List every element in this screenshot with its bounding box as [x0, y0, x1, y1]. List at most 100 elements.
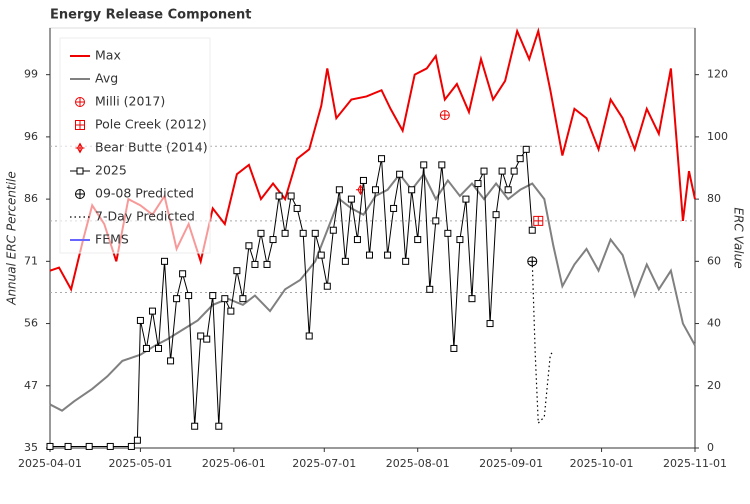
marker	[281, 229, 289, 237]
marker	[474, 180, 482, 188]
series-line	[50, 147, 533, 447]
y2-tick-label: 120	[707, 68, 728, 81]
x-tick-label: 2025-10-01	[570, 457, 634, 470]
marker	[438, 161, 446, 169]
x-tick-label: 2025-04-01	[18, 457, 82, 470]
y-tick-label: 86	[24, 192, 38, 205]
y2-tick-label: 100	[707, 130, 728, 143]
marker	[245, 242, 253, 250]
marker	[167, 357, 175, 365]
y-tick-label: 47	[24, 379, 38, 392]
y2-tick-label: 60	[707, 254, 721, 267]
marker	[269, 236, 277, 244]
marker	[390, 204, 398, 212]
marker	[305, 332, 313, 340]
marker	[85, 442, 93, 450]
y2-tick-label: 80	[707, 192, 721, 205]
x-tick-label: 2025-05-01	[108, 457, 172, 470]
marker	[402, 257, 410, 265]
marker	[329, 226, 337, 234]
marker	[76, 167, 84, 175]
marker	[420, 161, 428, 169]
marker	[396, 170, 404, 178]
legend-label: 09-08 Predicted	[95, 186, 194, 201]
marker	[75, 142, 85, 154]
marker	[142, 344, 150, 352]
y2-axis-label: ERC Value	[732, 207, 746, 268]
marker	[263, 260, 271, 268]
marker	[414, 236, 422, 244]
marker	[75, 120, 85, 130]
marker	[510, 167, 518, 175]
x-tick-label: 2025-06-01	[202, 457, 266, 470]
marker	[426, 285, 434, 293]
marker	[257, 229, 265, 237]
marker	[528, 226, 536, 234]
marker	[480, 167, 488, 175]
marker	[133, 436, 141, 444]
marker	[136, 316, 144, 324]
y-tick-label: 99	[24, 68, 38, 81]
marker	[365, 251, 373, 259]
marker	[127, 442, 135, 450]
marker	[275, 192, 283, 200]
legend-label: Avg	[95, 71, 118, 86]
series-line	[531, 261, 554, 425]
marker	[191, 422, 199, 430]
marker	[155, 344, 163, 352]
marker	[287, 192, 295, 200]
legend-label: 7-Day Predicted	[95, 209, 195, 224]
marker	[439, 110, 450, 121]
marker	[323, 282, 331, 290]
legend-label: Milli (2017)	[95, 94, 165, 109]
marker	[504, 186, 512, 194]
marker	[450, 344, 458, 352]
legend-label: Pole Creek (2012)	[95, 117, 207, 132]
marker	[173, 295, 181, 303]
marker	[46, 442, 54, 450]
y-tick-label: 71	[24, 254, 38, 267]
marker	[185, 292, 193, 300]
chart-title: Energy Release Component	[50, 8, 251, 23]
marker	[197, 332, 205, 340]
marker	[311, 229, 319, 237]
marker	[179, 270, 187, 278]
marker	[75, 189, 85, 199]
marker	[462, 195, 470, 203]
marker	[486, 320, 494, 328]
marker	[347, 195, 355, 203]
y2-tick-label: 40	[707, 317, 721, 330]
marker	[299, 229, 307, 237]
y-tick-label: 56	[24, 317, 38, 330]
marker	[408, 186, 416, 194]
marker	[106, 442, 114, 450]
marker	[492, 211, 500, 219]
marker	[148, 307, 156, 315]
marker	[498, 167, 506, 175]
marker	[317, 251, 325, 259]
x-tick-label: 2025-11-01	[663, 457, 727, 470]
marker	[384, 251, 392, 259]
legend-label: 2025	[95, 163, 127, 178]
y2-tick-label: 20	[707, 379, 721, 392]
marker	[221, 295, 229, 303]
marker	[251, 260, 259, 268]
marker	[215, 422, 223, 430]
marker	[239, 295, 247, 303]
marker	[522, 145, 530, 153]
marker	[468, 295, 476, 303]
marker	[227, 307, 235, 315]
marker	[75, 97, 85, 107]
x-tick-label: 2025-09-01	[479, 457, 543, 470]
marker	[233, 267, 241, 275]
marker	[432, 217, 440, 225]
marker	[533, 215, 544, 226]
marker	[335, 186, 343, 194]
marker	[359, 176, 367, 184]
legend: Max Avg Milli (2017) Pole Creek (2012) Bear …	[59, 37, 211, 254]
y2-tick-label: 0	[707, 441, 714, 454]
marker	[293, 204, 301, 212]
marker	[353, 236, 361, 244]
x-tick-label: 2025-08-01	[386, 457, 450, 470]
legend-label: Bear Butte (2014)	[95, 140, 208, 155]
